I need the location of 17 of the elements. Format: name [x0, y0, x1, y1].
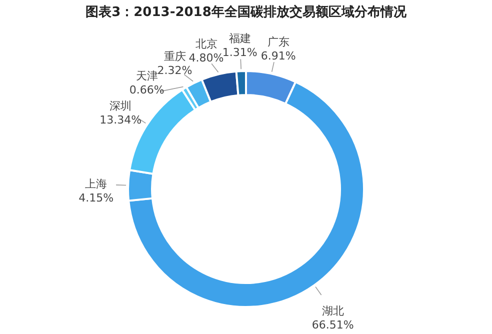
data-label: 1.31%	[222, 46, 258, 60]
slice-label: 湖北	[322, 304, 344, 318]
slice-label: 天津	[136, 69, 158, 82]
data-label: 4.15%	[78, 191, 114, 204]
data-label: 4.80%	[188, 51, 224, 64]
data-label: 6.91%	[260, 50, 296, 63]
slice-label: 上海	[85, 177, 108, 190]
data-label: 0.66%	[129, 83, 164, 96]
data-label: 66.51%	[312, 318, 354, 332]
slice-label: 广东	[267, 36, 290, 49]
slice-label: 深圳	[110, 100, 132, 113]
slice-label: 福建	[228, 32, 251, 46]
data-label: 2.32%	[157, 64, 192, 77]
chart-title: 图表3：2013-2018年全国碳排放交易额区域分布情况	[86, 4, 408, 20]
slice-label: 重庆	[164, 50, 186, 63]
slice-label: 北京	[195, 37, 218, 50]
data-label: 13.34%	[100, 114, 142, 127]
